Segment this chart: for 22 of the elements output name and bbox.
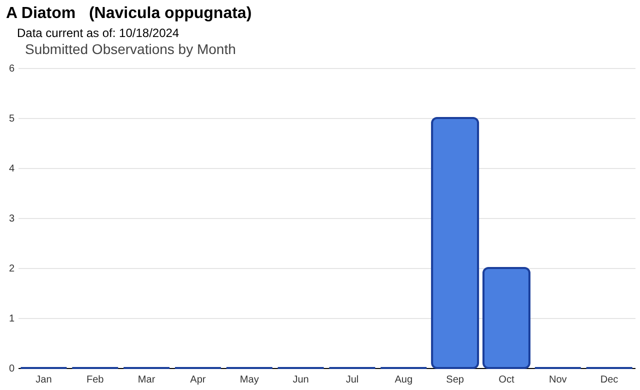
x-tick-label: Aug — [394, 374, 413, 386]
y-tick-label: 3 — [8, 214, 15, 224]
x-tick-label: Mar — [138, 374, 156, 386]
x-tick-label: Jul — [346, 374, 359, 386]
x-tick-label: Jan — [36, 374, 52, 386]
x-tick-label: Apr — [190, 374, 206, 386]
y-tick-label: 1 — [8, 314, 15, 324]
y-tick-label: 0 — [8, 364, 15, 374]
x-tick-label: Nov — [548, 374, 567, 386]
y-tick-label: 6 — [8, 64, 15, 74]
x-tick-label: Sep — [446, 374, 464, 386]
x-tick-label: May — [240, 374, 259, 386]
chart-subtitle: Data current as of: 10/18/2024 — [17, 26, 180, 40]
x-tick-label: Jun — [292, 374, 309, 386]
x-tick-label: Dec — [600, 374, 618, 386]
x-tick-label: Oct — [498, 374, 514, 386]
y-tick-label: 4 — [8, 164, 15, 174]
y-tick-label: 2 — [8, 264, 15, 274]
y-tick-label: 5 — [8, 114, 15, 124]
x-tick-label: Feb — [86, 374, 104, 386]
chart-title: A Diatom (Navicula oppugnata) — [6, 5, 252, 23]
text: Submitted Observations by Month — [25, 41, 236, 57]
